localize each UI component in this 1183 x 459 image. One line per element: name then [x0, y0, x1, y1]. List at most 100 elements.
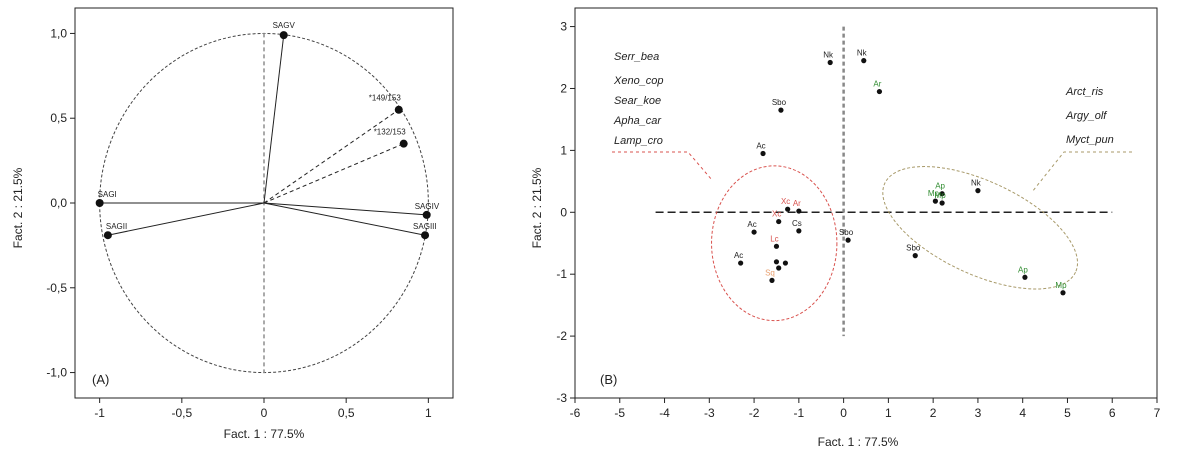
- score-point: [760, 150, 766, 157]
- score-point-label: Nk: [971, 179, 982, 188]
- panel-a-x-axis-title: Fact. 1 : 77.5%: [224, 427, 305, 441]
- x-tick-label: -5: [614, 406, 625, 420]
- group-1-connector: [612, 151, 713, 181]
- loading-label: *149/153: [369, 94, 402, 103]
- species-label: Sear_koe: [614, 95, 661, 107]
- x-tick-label: 7: [1154, 406, 1161, 420]
- score-point-label: Xc: [772, 210, 781, 219]
- group-ellipse: [882, 166, 1079, 290]
- loading-vector: [263, 109, 400, 204]
- y-tick-label: 2: [560, 81, 567, 95]
- score-point-label: Lc: [770, 234, 778, 243]
- loading-point: [421, 231, 430, 240]
- loading-vector: [107, 202, 265, 236]
- x-tick-label: -0,5: [171, 406, 192, 420]
- score-point: [785, 206, 791, 212]
- y-tick-label: -1: [556, 267, 567, 281]
- x-tick-label: 0: [840, 406, 847, 420]
- score-point-label: Sbo: [906, 244, 921, 253]
- loading-point: [95, 199, 104, 207]
- loading-label: *132/153: [374, 128, 407, 137]
- score-point-label: Sq: [765, 268, 775, 277]
- score-point-label: Mp: [935, 191, 947, 200]
- score-point-label: Ac: [734, 251, 743, 260]
- y-tick-label: 0,5: [50, 111, 67, 125]
- score-point: [751, 229, 757, 235]
- y-tick-label: -1,0: [46, 366, 67, 380]
- score-point: [861, 58, 867, 64]
- group-2-species-list: Arct_ris Argy_olf Myct_pun: [1065, 86, 1114, 146]
- score-point: [796, 208, 802, 214]
- y-tick-label: 3: [560, 20, 567, 34]
- score-point: [773, 259, 780, 265]
- score-point-label: Xc: [781, 197, 790, 206]
- score-point-label: Cs: [792, 219, 802, 228]
- score-point-label: Nk: [823, 50, 834, 59]
- score-point: [932, 198, 938, 204]
- loading-label: SAGII: [106, 222, 127, 231]
- score-point: [776, 218, 782, 225]
- x-tick-label: -1: [94, 406, 105, 420]
- y-tick-label: -3: [556, 391, 567, 405]
- score-point-label: Sbo: [839, 228, 854, 237]
- x-tick-label: -4: [659, 406, 670, 420]
- loading-label: SAGI: [98, 190, 117, 199]
- species-label: Argy_olf: [1065, 110, 1107, 122]
- score-point-label: Nk: [857, 49, 868, 58]
- loading-point: [399, 139, 408, 148]
- score-point-label: Ap: [935, 182, 945, 191]
- panel-a-plot: SAGV SAGI SAGII SAGIV SAGIII *149/153 *132/153: [95, 21, 440, 374]
- x-tick-label: 1: [885, 406, 892, 420]
- score-point-label: Mp: [928, 189, 940, 198]
- score-point-label: Ac: [747, 220, 756, 229]
- score-point: [778, 107, 784, 113]
- x-tick-label: 0: [261, 406, 268, 420]
- panel-a-correlation-circle: -1 -0,5 0 0,5 1-1,0-0,50,00,51,0 SAGVSAGISAG…: [11, 7, 454, 441]
- loading-label: SAGIII: [413, 222, 437, 231]
- loading-point: [103, 231, 112, 240]
- x-tick-label: -3: [704, 406, 715, 420]
- x-tick-label: 4: [1019, 406, 1026, 420]
- y-tick-label: 0,0: [50, 196, 67, 210]
- group-1-species-list: Serr_bea Xeno_cop Sear_koe Apha_car Lamp…: [613, 51, 664, 147]
- x-tick-label: 1: [425, 406, 432, 420]
- loading-vector: [263, 202, 427, 216]
- species-label: Xeno_cop: [613, 75, 664, 87]
- score-point-label: Ac: [756, 141, 765, 150]
- score-point: [1060, 290, 1066, 296]
- score-point: [876, 88, 883, 95]
- loading-label: SAGIV: [415, 202, 440, 211]
- score-point: [912, 253, 918, 259]
- loading-vector: [263, 202, 426, 236]
- panel-b-x-axis-title: Fact. 1 : 77.5%: [818, 435, 899, 449]
- y-tick-label: 0: [560, 205, 567, 219]
- score-point: [773, 243, 780, 249]
- loading-label: SAGV: [273, 21, 296, 30]
- score-point: [769, 277, 775, 283]
- x-tick-label: -2: [749, 406, 760, 420]
- x-tick-label: 6: [1109, 406, 1116, 420]
- loading-vector: [263, 143, 404, 204]
- group-ellipse: [711, 165, 838, 322]
- y-tick-label: -0,5: [46, 281, 67, 295]
- x-tick-label: -6: [570, 406, 581, 420]
- species-label: Serr_bea: [614, 51, 659, 63]
- panel-a-ticks: -1 -0,5 0 0,5 1 -1,0 -0,5 0,0 0,5 1,0: [46, 26, 432, 420]
- score-point-label: Ar: [793, 199, 801, 208]
- panel-b-score-plot: -6 -5 -4 -3 -2 -1 0 1 2 3 4 5 6 7 -3 -2 -1 0 1 2 3 Nk Nk Ar Sbo…: [530, 7, 1161, 449]
- loading-point: [422, 210, 431, 219]
- score-point-label: Ap: [1018, 265, 1028, 274]
- x-tick-label: 3: [975, 406, 982, 420]
- score-point: [939, 191, 945, 197]
- score-point-label: Ar: [873, 80, 881, 89]
- panel-b-y-axis-title: Fact. 2 : 21.5%: [530, 167, 544, 248]
- species-label: Lamp_cro: [614, 135, 663, 147]
- loading-point: [279, 31, 288, 40]
- score-point-label: Mp: [1055, 281, 1067, 290]
- panel-a-tag: (A): [92, 372, 109, 387]
- score-point: [738, 260, 744, 266]
- species-label: Arct_ris: [1065, 86, 1104, 98]
- score-point: [939, 200, 945, 206]
